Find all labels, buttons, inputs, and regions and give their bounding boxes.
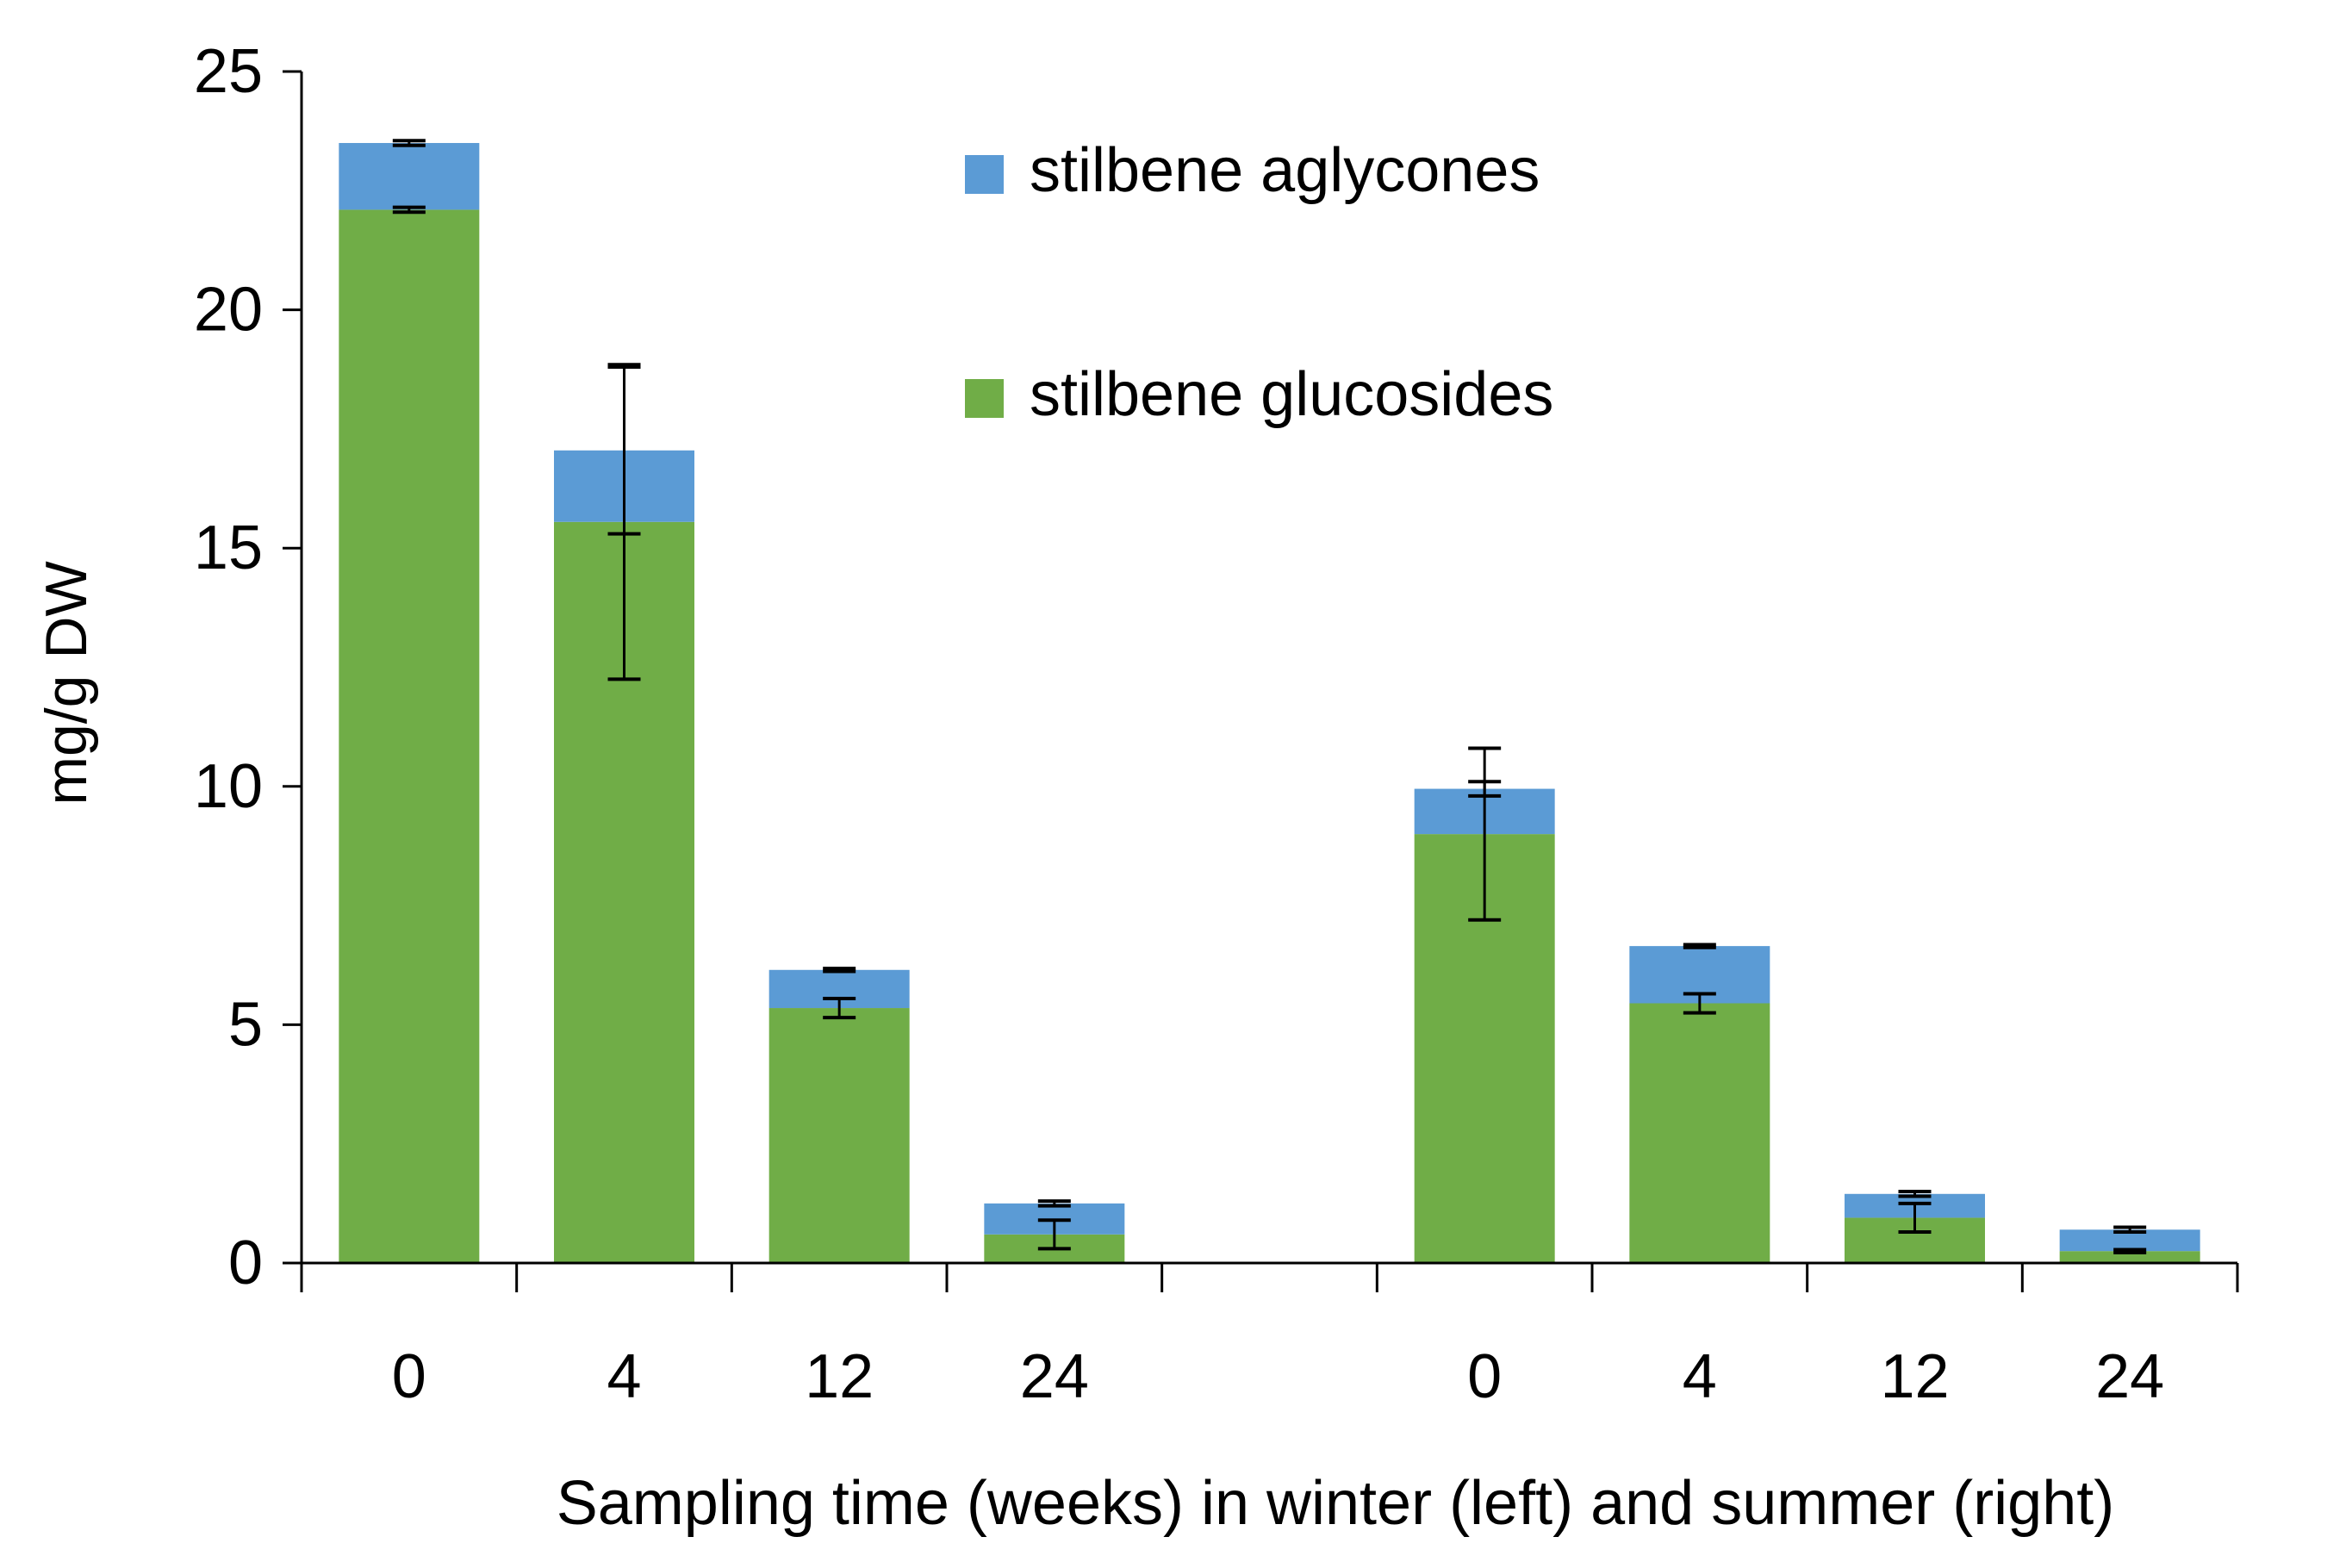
- legend-item-stilbene-aglycones: stilbene aglycones: [965, 136, 1540, 205]
- error-bar-stilbene-glucosides: [823, 996, 856, 1020]
- axes-layer: [283, 70, 2239, 1292]
- bar-stilbene-glucosides: [768, 1008, 910, 1263]
- legend-swatch: [965, 155, 1004, 194]
- labels-layer: mg/g DW Sampling time (weeks) in winter …: [34, 37, 2164, 1538]
- bar-stilbene-glucosides: [339, 209, 480, 1264]
- y-axis-title: mg/g DW: [34, 561, 99, 805]
- x-tick-label: 4: [1683, 1342, 1717, 1411]
- x-tick-label: 24: [2095, 1342, 2164, 1411]
- error-bar-stilbene-glucosides: [1037, 1218, 1071, 1251]
- bars-layer: [339, 142, 2200, 1264]
- x-axis-title: Sampling time (weeks) in winter (left) a…: [557, 1469, 2115, 1538]
- y-tick-label: 15: [194, 513, 263, 582]
- bar-stilbene-aglycones: [339, 142, 480, 210]
- x-tick-label: 12: [1880, 1342, 1949, 1411]
- error-bar-stilbene-glucosides: [1468, 746, 1502, 922]
- y-tick-label: 20: [194, 276, 263, 345]
- error-bar-stilbene-glucosides: [1898, 1201, 1932, 1235]
- error-bars-layer: [392, 139, 2147, 1254]
- y-tick-label: 0: [228, 1229, 263, 1297]
- legend-item-stilbene-glucosides: stilbene glucosides: [965, 360, 1553, 429]
- legend-label: stilbene glucosides: [1030, 360, 1553, 429]
- legend: stilbene aglycones stilbene glucosides: [965, 136, 1553, 429]
- error-bar-stilbene-aglycones: [823, 967, 856, 974]
- y-tick-label: 25: [194, 37, 263, 106]
- error-bar-stilbene-glucosides: [2113, 1248, 2147, 1254]
- error-bar-stilbene-aglycones: [607, 364, 641, 536]
- error-bar-stilbene-glucosides: [392, 205, 426, 215]
- x-tick-label: 0: [1467, 1342, 1502, 1411]
- error-bar-stilbene-aglycones: [2113, 1225, 2147, 1235]
- error-bar-stilbene-aglycones: [1468, 780, 1502, 798]
- error-bar-stilbene-aglycones: [1037, 1199, 1071, 1208]
- legend-label: stilbene aglycones: [1030, 136, 1540, 205]
- error-bar-stilbene-glucosides: [1683, 992, 1716, 1015]
- y-tick-label: 10: [194, 752, 263, 821]
- error-bar-stilbene-aglycones: [392, 139, 426, 147]
- y-tick-label: 5: [228, 990, 263, 1059]
- x-tick-label: 0: [392, 1342, 426, 1411]
- x-tick-label: 12: [805, 1342, 874, 1411]
- x-tick-label: 4: [607, 1342, 641, 1411]
- x-tick-label: 24: [1020, 1342, 1089, 1411]
- bar-stilbene-glucosides: [1629, 1003, 1770, 1263]
- bar-stilbene-glucosides: [2059, 1251, 2200, 1263]
- legend-swatch: [965, 379, 1004, 418]
- error-bar-stilbene-aglycones: [1683, 943, 1716, 949]
- error-bar-stilbene-aglycones: [1898, 1190, 1932, 1198]
